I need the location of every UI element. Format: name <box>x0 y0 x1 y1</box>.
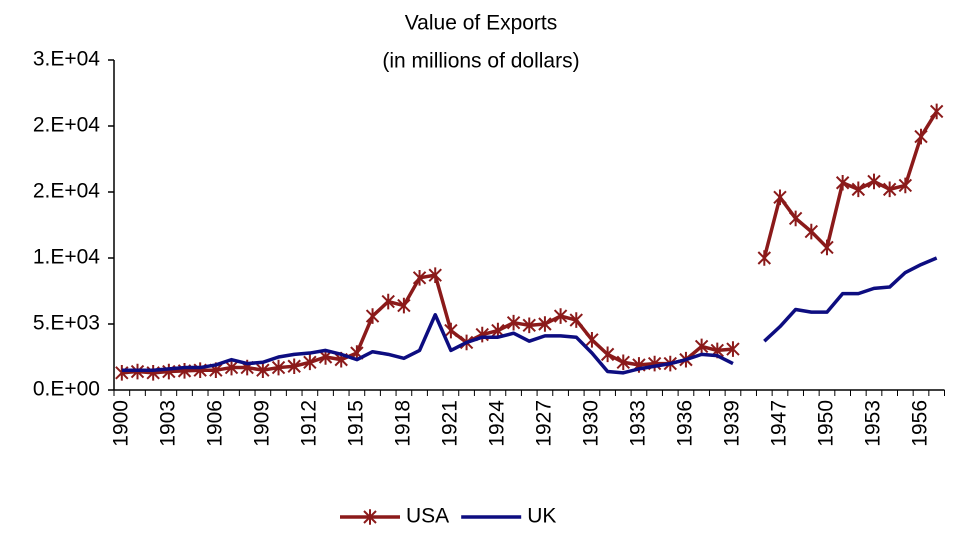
legend-label: UK <box>527 505 556 528</box>
series-marker <box>585 332 599 348</box>
series-marker <box>569 312 583 328</box>
x-tick-label: 1906 <box>203 400 226 447</box>
y-tick-label: 5.E+03 <box>33 312 100 335</box>
x-tick-label: 1921 <box>438 400 461 447</box>
series-marker <box>256 362 270 378</box>
x-tick-label: 1939 <box>721 400 744 447</box>
chart-title: Value of Exports <box>405 12 558 35</box>
x-tick-label: 1927 <box>532 400 555 447</box>
series-marker <box>929 103 944 120</box>
series-marker <box>914 128 928 145</box>
series-marker <box>851 181 866 198</box>
series-marker <box>757 250 772 266</box>
series-marker <box>271 359 286 376</box>
x-tick-label: 1909 <box>250 400 273 447</box>
x-tick-label: 1947 <box>768 400 791 447</box>
x-tick-label: 1918 <box>391 400 414 447</box>
x-tick-label: 1912 <box>297 400 320 447</box>
series-marker <box>882 181 897 198</box>
series-marker <box>835 174 850 191</box>
series-marker <box>506 314 521 331</box>
y-tick-label: 2.E+04 <box>33 114 100 137</box>
y-tick-label: 1.E+04 <box>33 246 100 269</box>
series-marker <box>726 341 740 357</box>
x-tick-label: 1930 <box>579 400 602 447</box>
y-tick-label: 2.E+04 <box>33 180 100 203</box>
y-tick-label: 3.E+04 <box>33 48 100 71</box>
legend-label: USA <box>406 505 449 528</box>
x-tick-label: 1956 <box>909 400 932 447</box>
x-tick-label: 1900 <box>109 400 132 447</box>
y-tick-label: 0.E+00 <box>33 378 100 401</box>
series-marker <box>553 308 568 324</box>
series-marker <box>616 354 630 371</box>
chart-subtitle: (in millions of dollars) <box>382 50 579 73</box>
series-marker <box>820 239 834 256</box>
x-tick-label: 1903 <box>156 400 179 447</box>
series-marker <box>287 358 301 375</box>
series-marker <box>397 297 411 314</box>
series-line <box>121 110 939 375</box>
series-marker <box>773 189 787 206</box>
series-marker <box>428 267 442 283</box>
series-marker <box>538 316 552 332</box>
x-tick-label: 1950 <box>815 400 838 447</box>
x-tick-label: 1936 <box>674 400 697 447</box>
x-tick-label: 1953 <box>862 400 885 447</box>
series-line <box>121 256 938 375</box>
series-marker <box>788 210 803 227</box>
legend-marker <box>363 509 377 525</box>
series-marker <box>694 338 709 355</box>
series-marker <box>365 308 380 324</box>
x-tick-label: 1933 <box>626 400 649 447</box>
series-marker <box>412 270 427 286</box>
series-marker <box>522 317 536 334</box>
series-marker <box>303 354 317 371</box>
series-marker <box>898 177 913 194</box>
series-marker <box>381 293 395 310</box>
series-marker <box>867 173 881 190</box>
series-marker <box>600 346 615 363</box>
series-marker <box>804 223 819 240</box>
x-tick-label: 1924 <box>485 400 508 447</box>
x-tick-label: 1915 <box>344 400 367 447</box>
series-marker <box>444 322 458 339</box>
series-marker <box>224 359 239 376</box>
